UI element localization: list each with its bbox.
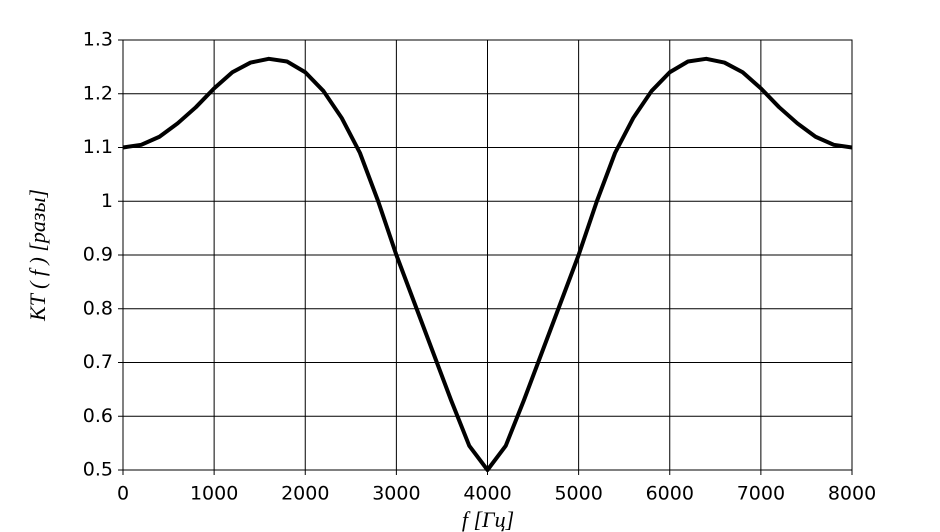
x-tick-label: 6000	[646, 483, 694, 505]
x-tick-label: 7000	[737, 483, 785, 505]
x-tick-label: 2000	[281, 483, 329, 505]
x-tick-label: 8000	[828, 483, 876, 505]
x-tick-label: 0	[117, 483, 129, 505]
x-tick-label: 3000	[372, 483, 420, 505]
x-axis-title: f [Гц]	[462, 507, 514, 532]
y-tick-label: 1.1	[83, 136, 113, 158]
y-tick-label: 0.9	[83, 244, 113, 266]
y-tick-label: 1.3	[83, 29, 113, 51]
data-line	[122, 56, 853, 472]
x-tick-label: 5000	[554, 483, 602, 505]
y-tick-label: 1	[101, 190, 113, 212]
x-tick-label: 1000	[190, 483, 238, 505]
x-tick-label: 4000	[463, 483, 511, 505]
y-tick-label: 0.6	[83, 405, 113, 427]
y-tick-label: 0.5	[83, 459, 113, 481]
y-axis-title: KT ( f ) [разы]	[25, 189, 50, 322]
y-tick-label: 0.7	[83, 351, 113, 373]
y-tick-label: 0.8	[83, 297, 113, 319]
y-tick-label: 1.2	[83, 82, 113, 104]
